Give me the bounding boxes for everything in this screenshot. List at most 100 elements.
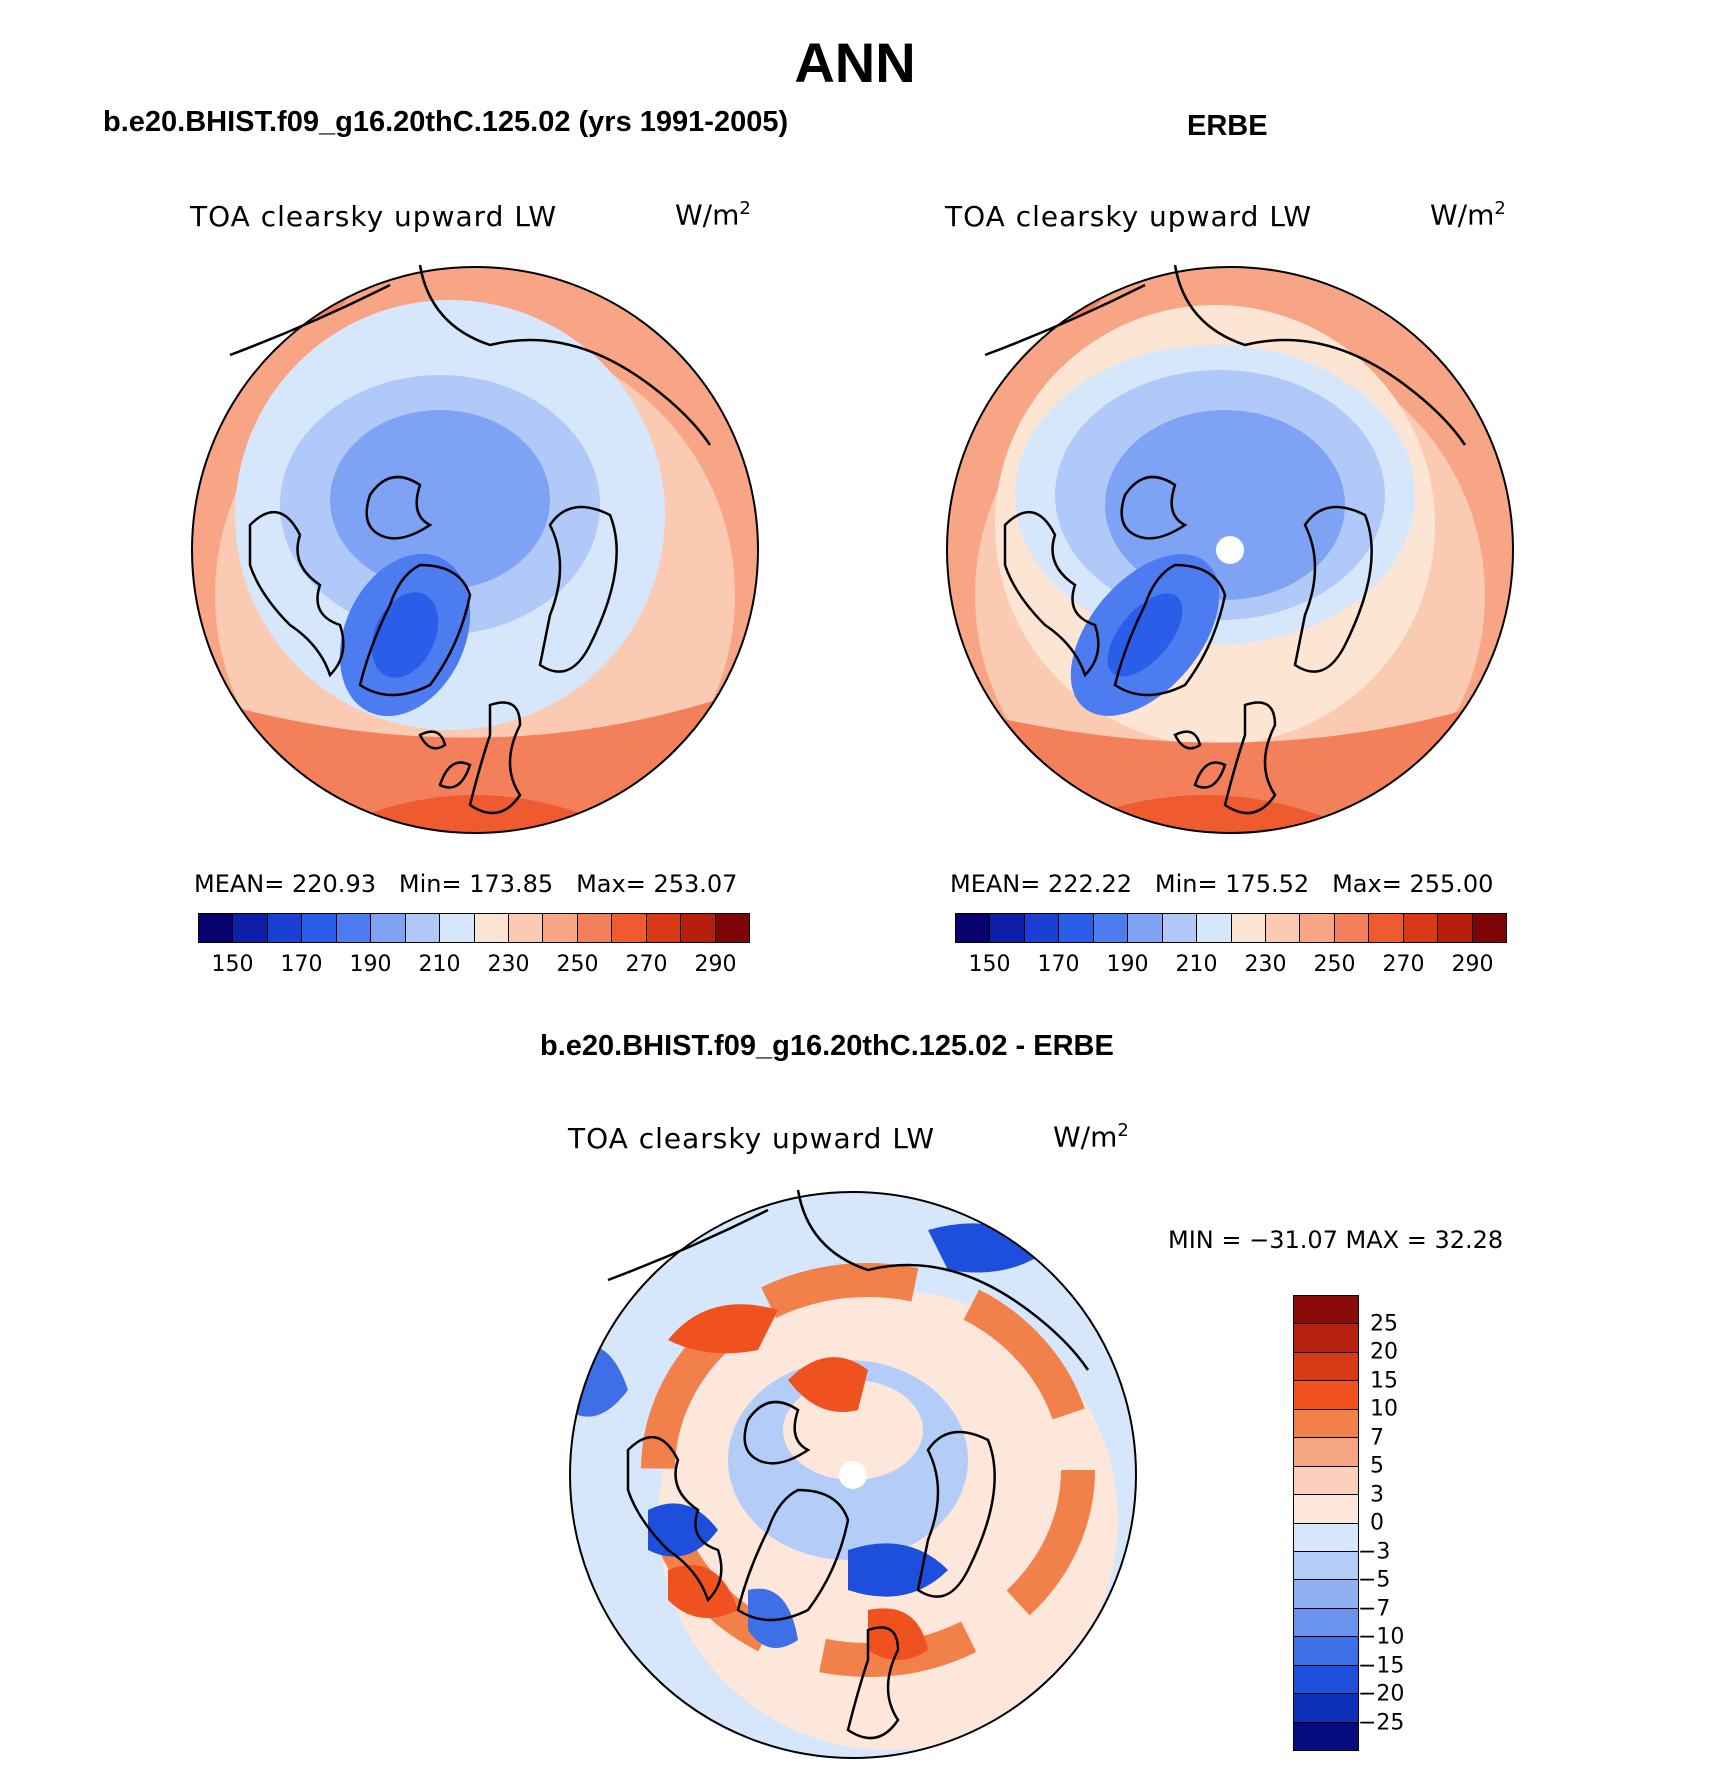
diff-colorbar [1293, 1295, 1359, 1751]
model-colorbar-tick-label: 210 [418, 952, 461, 977]
diff-colorbar-tick-label: −7 [1358, 1596, 1391, 1621]
diff-colorbar-tick-label: 3 [1370, 1482, 1384, 1507]
diff-colorbar-tick-label: −15 [1358, 1653, 1405, 1678]
diff-colorbar-cell [1294, 1551, 1358, 1581]
diff-colorbar-tick-label: −5 [1358, 1567, 1391, 1593]
obs-colorbar-tick-label: 230 [1244, 952, 1287, 977]
model-colorbar-cell [405, 914, 441, 942]
diff-colorbar-cell [1294, 1608, 1358, 1638]
model-colorbar-tick-label: 230 [487, 952, 530, 977]
diff-colorbar-tick-label: −20 [1358, 1681, 1405, 1707]
model-colorbar-cell [646, 914, 682, 942]
obs-colorbar-cell [1162, 914, 1198, 942]
obs-colorbar-cell [990, 914, 1025, 942]
diff-colorbar-tick-label: 7 [1370, 1425, 1384, 1450]
model-colorbar-tick-label: 190 [349, 952, 392, 977]
obs-colorbar-tick-label: 250 [1313, 952, 1356, 977]
diff-colorbar-cell [1294, 1296, 1358, 1325]
obs-colorbar-cell [1369, 914, 1404, 942]
obs-polar-map [946, 264, 1514, 834]
model-colorbar-tick-label: 150 [211, 952, 254, 977]
diff-colorbar-tick-label: 5 [1370, 1453, 1384, 1479]
diff-colorbar-tick-label: −25 [1358, 1710, 1405, 1735]
obs-colorbar-cell [1438, 914, 1473, 942]
obs-colorbar-cell [1472, 914, 1506, 942]
obs-colorbar-tick-label: 170 [1037, 952, 1080, 977]
obs-colorbar-cell [1093, 914, 1129, 942]
model-colorbar-cell [233, 914, 268, 942]
model-colorbar-cell [336, 914, 372, 942]
model-colorbar-cell [543, 914, 578, 942]
obs-colorbar-cell [1128, 914, 1163, 942]
model-colorbar-cell [199, 914, 234, 942]
obs-case-title: ERBE [1187, 110, 1268, 142]
diff-colorbar-cell [1294, 1381, 1358, 1410]
model-colorbar-cell [612, 914, 647, 942]
model-colorbar-tick-label: 290 [694, 952, 737, 977]
diff-polar-map [569, 1189, 1137, 1759]
model-case-title: b.e20.BHIST.f09_g16.20thC.125.02 (yrs 19… [103, 106, 789, 138]
diff-colorbar-tick-label: −10 [1358, 1624, 1405, 1650]
model-stats: MEAN= 220.93 Min= 173.85 Max= 253.07 [194, 870, 738, 898]
diff-colorbar-cell [1294, 1324, 1358, 1353]
model-variable-label: TOA clearsky upward LW [190, 200, 558, 233]
obs-colorbar-cell [956, 914, 991, 942]
model-colorbar-cell [267, 914, 303, 942]
diff-colorbar-cell [1294, 1694, 1358, 1723]
diff-colorbar-cell [1294, 1665, 1358, 1695]
model-colorbar-tick-label: 170 [280, 952, 323, 977]
model-colorbar-cell [508, 914, 544, 942]
diff-minmax: MIN = −31.07 MAX = 32.28 [1168, 1226, 1504, 1254]
obs-variable-label: TOA clearsky upward LW [945, 200, 1313, 233]
obs-colorbar-cell [1403, 914, 1439, 942]
diff-colorbar-cell [1294, 1580, 1358, 1609]
obs-colorbar-tick-label: 190 [1106, 952, 1149, 977]
obs-colorbar-cell [1024, 914, 1060, 942]
model-colorbar-cell [302, 914, 337, 942]
diff-colorbar-cell [1294, 1722, 1358, 1750]
model-colorbar-cell [577, 914, 613, 942]
obs-colorbar-tick-label: 270 [1382, 952, 1425, 977]
model-units: W/m2 [675, 198, 751, 232]
obs-colorbar-cell [1059, 914, 1094, 942]
model-colorbar-cell [474, 914, 509, 942]
model-colorbar-cell [371, 914, 406, 942]
obs-colorbar-tick-label: 210 [1175, 952, 1218, 977]
obs-colorbar-cell [1231, 914, 1266, 942]
model-colorbar-cell [440, 914, 475, 942]
diff-colorbar-tick-label: 0 [1370, 1510, 1384, 1536]
diff-units: W/m2 [1053, 1120, 1129, 1154]
diff-colorbar-cell [1294, 1637, 1358, 1666]
diff-colorbar-cell [1294, 1495, 1358, 1524]
diff-colorbar-tick-label: 25 [1370, 1311, 1398, 1336]
diff-colorbar-cell [1294, 1466, 1358, 1496]
obs-colorbar [955, 913, 1507, 943]
diff-colorbar-cell [1294, 1409, 1358, 1439]
page-title: ANN [794, 31, 916, 94]
model-colorbar-ticks: 150 170 190 210 230 250 270 290 [198, 952, 750, 982]
obs-colorbar-cell [1300, 914, 1335, 942]
obs-units: W/m2 [1430, 198, 1506, 232]
diff-colorbar-cell [1294, 1352, 1358, 1382]
obs-colorbar-cell [1265, 914, 1301, 942]
diff-case-title: b.e20.BHIST.f09_g16.20thC.125.02 - ERBE [540, 1030, 1114, 1062]
obs-colorbar-ticks: 150 170 190 210 230 250 270 290 [955, 952, 1507, 982]
diff-colorbar-ticks: 25 20 15 10 7 5 3 0 −3 −5 −7 −10 −15 −20 −25 [1358, 1295, 1450, 1751]
model-colorbar-tick-label: 250 [556, 952, 599, 977]
model-colorbar-cell [715, 914, 749, 942]
diff-colorbar-cell [1294, 1523, 1358, 1552]
obs-colorbar-cell [1197, 914, 1232, 942]
obs-stats: MEAN= 222.22 Min= 175.52 Max= 255.00 [950, 870, 1494, 898]
diff-variable-label: TOA clearsky upward LW [568, 1122, 936, 1155]
model-colorbar-cell [681, 914, 716, 942]
diff-colorbar-tick-label: 10 [1370, 1396, 1398, 1422]
model-colorbar [198, 913, 750, 943]
model-colorbar-tick-label: 270 [625, 952, 668, 977]
obs-colorbar-tick-label: 150 [968, 952, 1011, 977]
obs-colorbar-tick-label: 290 [1451, 952, 1494, 977]
diff-colorbar-tick-label: 15 [1370, 1368, 1398, 1393]
diff-colorbar-tick-label: −3 [1358, 1539, 1391, 1564]
diff-colorbar-cell [1294, 1438, 1358, 1467]
diff-colorbar-tick-label: 20 [1370, 1339, 1398, 1365]
model-polar-map [191, 264, 759, 834]
